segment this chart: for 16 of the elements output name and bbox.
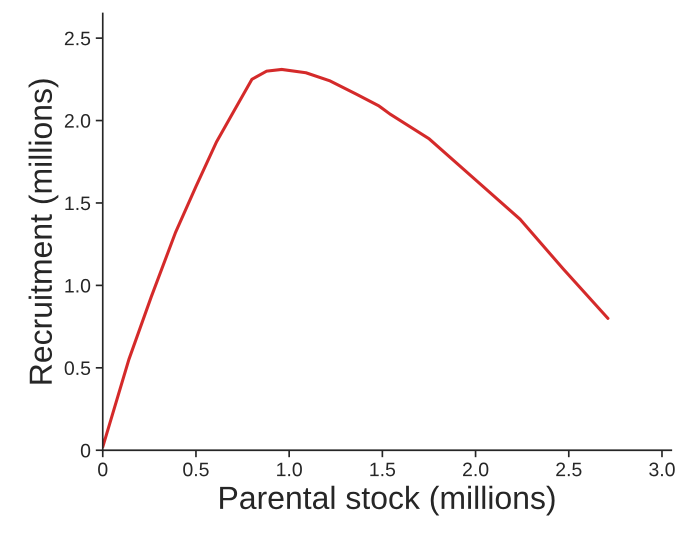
y-tick-label: 2.5	[64, 32, 90, 46]
x-tick-label: 2.0	[463, 462, 488, 476]
y-axis-title: Recruitment (millions)	[28, 79, 58, 384]
x-tick-label: 0.5	[183, 462, 209, 476]
x-tick-label: 2.5	[556, 462, 582, 476]
line-series	[102, 68, 610, 448]
x-tick-label: 3.0	[649, 462, 675, 476]
x-axis-title: Parental stock (millions)	[220, 486, 555, 516]
x-tick-label: 1.5	[370, 462, 396, 476]
y-tick-label: 1.0	[65, 278, 90, 293]
y-tick-label: 0.5	[64, 361, 90, 376]
y-tick-label: 0	[80, 444, 90, 458]
x-tick-label: 1.0	[277, 462, 302, 476]
x-tick-label: 0	[98, 462, 108, 476]
y-tick-label: 2.0	[64, 114, 90, 128]
y-tick-label: 1.5	[65, 196, 90, 210]
